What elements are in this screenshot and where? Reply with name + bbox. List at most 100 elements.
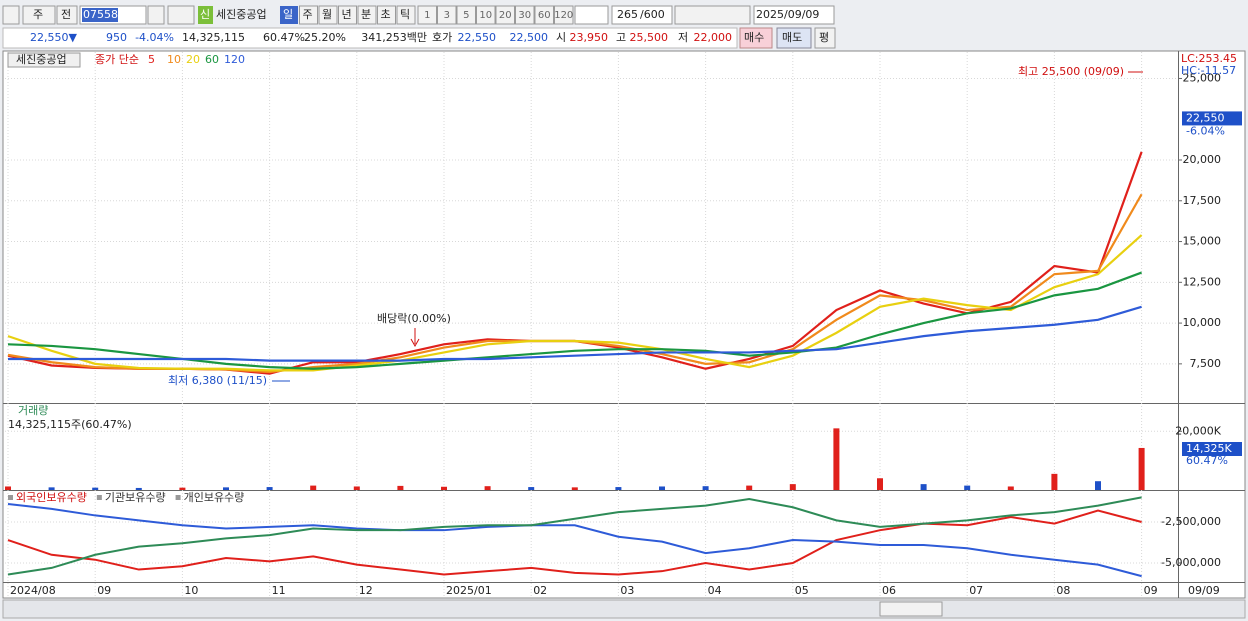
avg: 평	[819, 31, 829, 44]
volume-bar	[484, 486, 491, 490]
volume-bar	[964, 485, 971, 490]
open: 23,950	[570, 31, 609, 44]
last-volume: 14,325K	[1186, 442, 1232, 455]
volume-bar	[702, 486, 709, 490]
prev-btn[interactable]	[56, 5, 78, 25]
high-label: 고	[616, 31, 626, 44]
date-box[interactable]	[753, 5, 835, 25]
x-tick-label: 05	[795, 584, 809, 597]
legend-entry: 10	[167, 53, 181, 66]
x-tick-label: 10	[184, 584, 198, 597]
legend-entry: 외국인보유수량	[16, 491, 87, 504]
legend-entry: 5	[148, 53, 155, 66]
stock-name: 세진중공업	[216, 8, 267, 21]
legend-entry: 60	[205, 53, 219, 66]
last-volume-tag	[1182, 442, 1242, 456]
chart-area	[2, 50, 1246, 599]
bid-ask-label: 호가	[432, 31, 452, 44]
y-tick-label: -2,500,000	[1161, 515, 1221, 528]
period-selected[interactable]	[280, 6, 298, 24]
volume-bar	[92, 487, 99, 490]
volume: 14,325,115	[182, 31, 245, 44]
y-tick-label: 7,500	[1190, 357, 1222, 370]
volume-bar	[135, 487, 142, 490]
period-btn[interactable]	[396, 5, 416, 25]
count: 265	[617, 8, 638, 21]
high: 25,500	[630, 31, 669, 44]
buy-btn[interactable]	[739, 27, 773, 49]
x-tick-label: 06	[882, 584, 896, 597]
volume-bar	[789, 484, 796, 490]
series-line	[7, 271, 1142, 370]
last-volume-pct: 60.47%	[1186, 454, 1228, 467]
volume-bar	[266, 487, 273, 490]
buy: 매수	[744, 31, 764, 44]
market-select[interactable]	[22, 5, 56, 25]
period-btn[interactable]	[299, 5, 318, 25]
new-badge-bg	[198, 6, 213, 24]
title-box	[7, 52, 81, 68]
avg-btn[interactable]	[814, 27, 836, 49]
tool-icons[interactable]	[674, 5, 751, 25]
interval: 20	[499, 10, 512, 21]
interval-btn[interactable]	[456, 5, 476, 25]
interval-btn[interactable]	[534, 5, 554, 25]
zoom-controls[interactable]	[950, 602, 1240, 616]
sound-btn[interactable]	[167, 5, 195, 25]
interval-btn[interactable]	[495, 5, 515, 25]
annotation-arrow	[410, 328, 420, 348]
interval-btn[interactable]	[554, 5, 574, 25]
volume-bar	[1138, 447, 1145, 490]
change-pct: -4.04%	[135, 31, 174, 44]
series-line	[7, 509, 1142, 576]
market: 주	[33, 8, 43, 21]
panel-title: 거래량	[18, 404, 48, 417]
period-btn[interactable]	[357, 5, 377, 25]
y-tick-label: 15,000	[1183, 235, 1222, 248]
series-line	[7, 502, 1142, 578]
period-btn[interactable]	[318, 5, 338, 25]
interval: 10	[479, 10, 492, 21]
playback-controls[interactable]	[879, 601, 943, 617]
interval: 1	[424, 10, 430, 21]
period-btn[interactable]	[338, 5, 357, 25]
x-tick-label: 02	[533, 584, 547, 597]
x-end-label: 09/09	[1188, 584, 1220, 597]
legend-entry: 120	[224, 53, 245, 66]
interval: 60	[538, 10, 551, 21]
x-tick-label: 03	[620, 584, 634, 597]
volume-bar	[659, 486, 665, 490]
toolbar: 주 전 075580 신 세진중공업 일 주 월 년 분 초 틱 1 3 5 10 20 30 60 120…	[2, 5, 835, 25]
x-tick-label: 2024/08	[10, 584, 56, 597]
volume-bar	[920, 484, 927, 490]
interval: 30	[518, 10, 531, 21]
period: 주	[303, 8, 313, 21]
annotation: 최저 6,380 (11/15)	[168, 374, 267, 387]
amount: 341,253백만	[361, 31, 427, 44]
period: 분	[361, 8, 371, 21]
x-tick-label: 2025/01	[446, 584, 492, 597]
interval-btn[interactable]	[417, 5, 437, 25]
dropdown[interactable]	[574, 5, 609, 25]
ask: 22,550	[458, 31, 497, 44]
menu-icon[interactable]	[2, 5, 20, 25]
volume-bar	[441, 486, 447, 490]
volume-ratio: 60.47%	[263, 31, 305, 44]
volume-bar	[528, 487, 535, 490]
period: 년	[342, 8, 352, 21]
period: 틱	[400, 8, 410, 21]
volume-bar	[746, 485, 753, 490]
y-tick-label: 20,000	[1183, 153, 1222, 166]
interval-btn[interactable]	[476, 5, 496, 25]
interval-btn[interactable]	[515, 5, 535, 25]
search-btn[interactable]	[147, 5, 165, 25]
period-btn[interactable]	[377, 5, 396, 25]
code-selection	[82, 8, 118, 22]
legend-marker	[8, 495, 13, 500]
legend-marker	[96, 495, 102, 500]
sell-btn[interactable]	[776, 27, 812, 49]
count-box[interactable]	[611, 5, 673, 25]
interval-btn[interactable]	[437, 5, 457, 25]
hc-label: HC:-11.57	[1181, 64, 1236, 77]
